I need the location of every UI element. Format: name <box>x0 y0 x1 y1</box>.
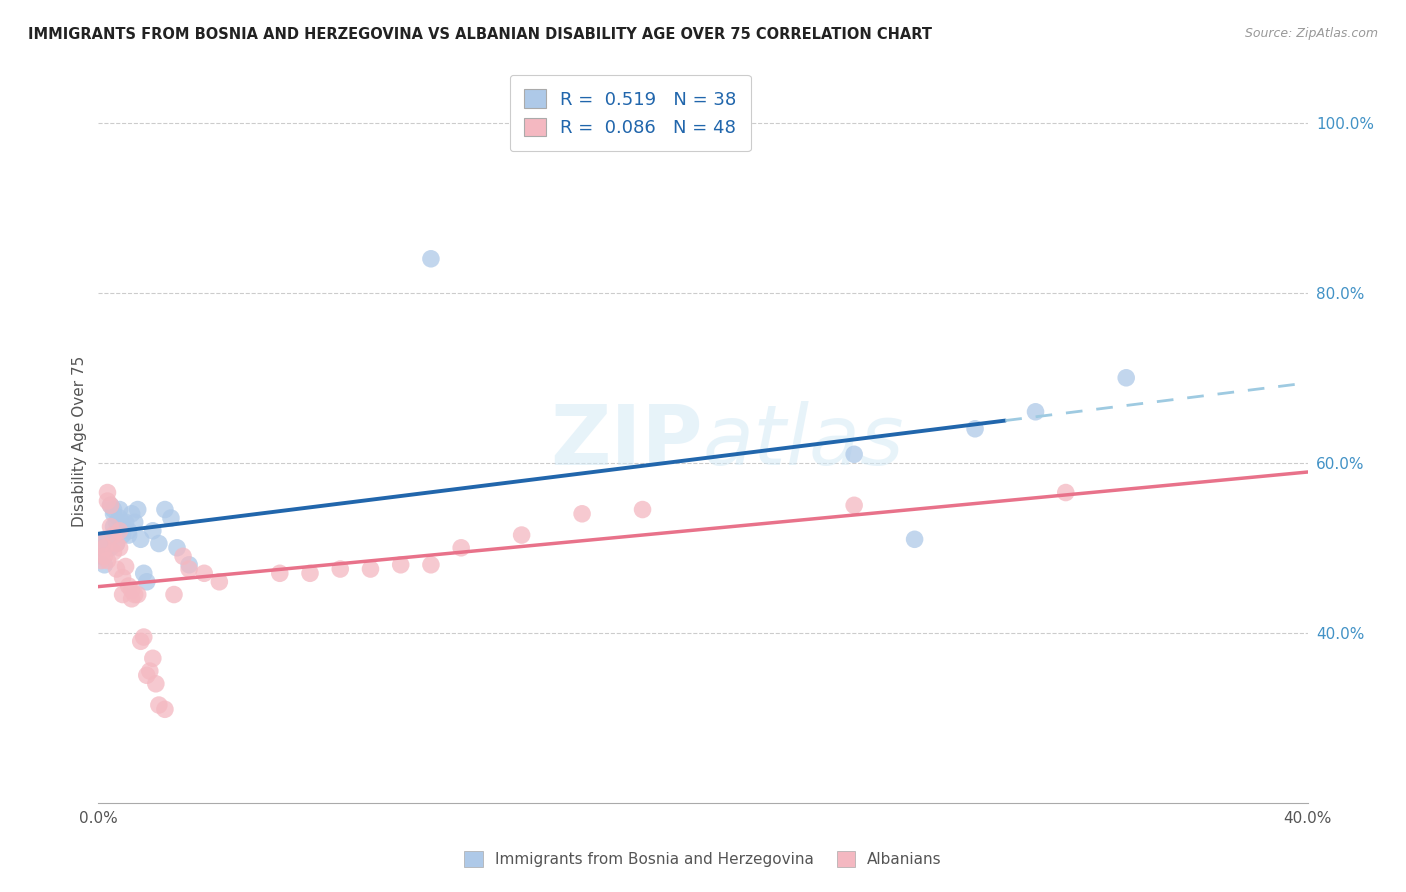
Point <box>90 536 112 550</box>
Point <box>179 562 201 576</box>
Point <box>105 536 128 550</box>
Point <box>90 541 112 555</box>
Point <box>90 549 112 564</box>
Text: IMMIGRANTS FROM BOSNIA AND HERZEGOVINA VS ALBANIAN DISABILITY AGE OVER 75 CORREL: IMMIGRANTS FROM BOSNIA AND HERZEGOVINA V… <box>28 27 932 42</box>
Point <box>631 502 654 516</box>
Point <box>103 528 125 542</box>
Point <box>114 559 136 574</box>
Point <box>329 562 352 576</box>
Point <box>93 558 115 572</box>
Point <box>118 579 141 593</box>
Point <box>121 583 143 598</box>
Point <box>96 485 118 500</box>
Point <box>96 494 118 508</box>
Point <box>105 536 128 550</box>
Point <box>103 519 125 533</box>
Point <box>100 519 122 533</box>
Point <box>103 502 125 516</box>
Point <box>139 664 162 678</box>
Point <box>208 574 231 589</box>
Point <box>129 634 152 648</box>
Point <box>111 528 134 542</box>
Point <box>124 588 146 602</box>
Point <box>1024 405 1046 419</box>
Point <box>148 536 170 550</box>
Point <box>269 566 291 581</box>
Point <box>96 553 118 567</box>
Point <box>135 668 157 682</box>
Point <box>571 507 593 521</box>
Point <box>108 511 131 525</box>
Point <box>193 566 215 581</box>
Point <box>389 558 412 572</box>
Point <box>510 528 533 542</box>
Point <box>132 566 155 581</box>
Point <box>166 541 188 555</box>
Point <box>118 524 141 538</box>
Point <box>127 502 149 516</box>
Point <box>179 558 201 572</box>
Point <box>100 541 122 555</box>
Point <box>299 566 322 581</box>
Point <box>153 502 176 516</box>
Text: atlas: atlas <box>703 401 904 482</box>
Point <box>111 519 134 533</box>
Point <box>121 591 143 606</box>
Point <box>163 588 186 602</box>
Point <box>148 698 170 712</box>
Point <box>96 533 118 547</box>
Point <box>105 562 128 576</box>
Point <box>172 549 194 564</box>
Point <box>103 507 125 521</box>
Point <box>142 651 165 665</box>
Point <box>111 588 134 602</box>
Point <box>160 511 183 525</box>
Point <box>118 528 141 542</box>
Point <box>108 541 131 555</box>
Legend: Immigrants from Bosnia and Herzegovina, Albanians: Immigrants from Bosnia and Herzegovina, … <box>464 852 942 867</box>
Point <box>93 533 115 547</box>
Point <box>100 498 122 512</box>
Point <box>108 502 131 516</box>
Point <box>121 507 143 521</box>
Point <box>132 630 155 644</box>
Point <box>129 533 152 547</box>
Text: Source: ZipAtlas.com: Source: ZipAtlas.com <box>1244 27 1378 40</box>
Point <box>844 498 866 512</box>
Point <box>142 524 165 538</box>
Point <box>135 574 157 589</box>
Point <box>96 541 118 555</box>
Point <box>114 516 136 530</box>
Point <box>103 545 125 559</box>
Point <box>420 252 443 266</box>
Point <box>108 524 131 538</box>
Point <box>450 541 472 555</box>
Point <box>360 562 382 576</box>
Point <box>1054 485 1077 500</box>
Point <box>100 498 122 512</box>
Point <box>105 516 128 530</box>
Point <box>90 553 112 567</box>
Y-axis label: Disability Age Over 75: Disability Age Over 75 <box>72 356 87 527</box>
Text: ZIP: ZIP <box>551 401 703 482</box>
Point <box>124 516 146 530</box>
Point <box>93 549 115 564</box>
Point <box>145 677 167 691</box>
Point <box>965 422 987 436</box>
Point <box>127 588 149 602</box>
Point <box>111 570 134 584</box>
Point <box>844 447 866 461</box>
Point <box>1115 371 1137 385</box>
Point <box>93 541 115 555</box>
Point <box>904 533 927 547</box>
Point <box>153 702 176 716</box>
Point <box>420 558 443 572</box>
